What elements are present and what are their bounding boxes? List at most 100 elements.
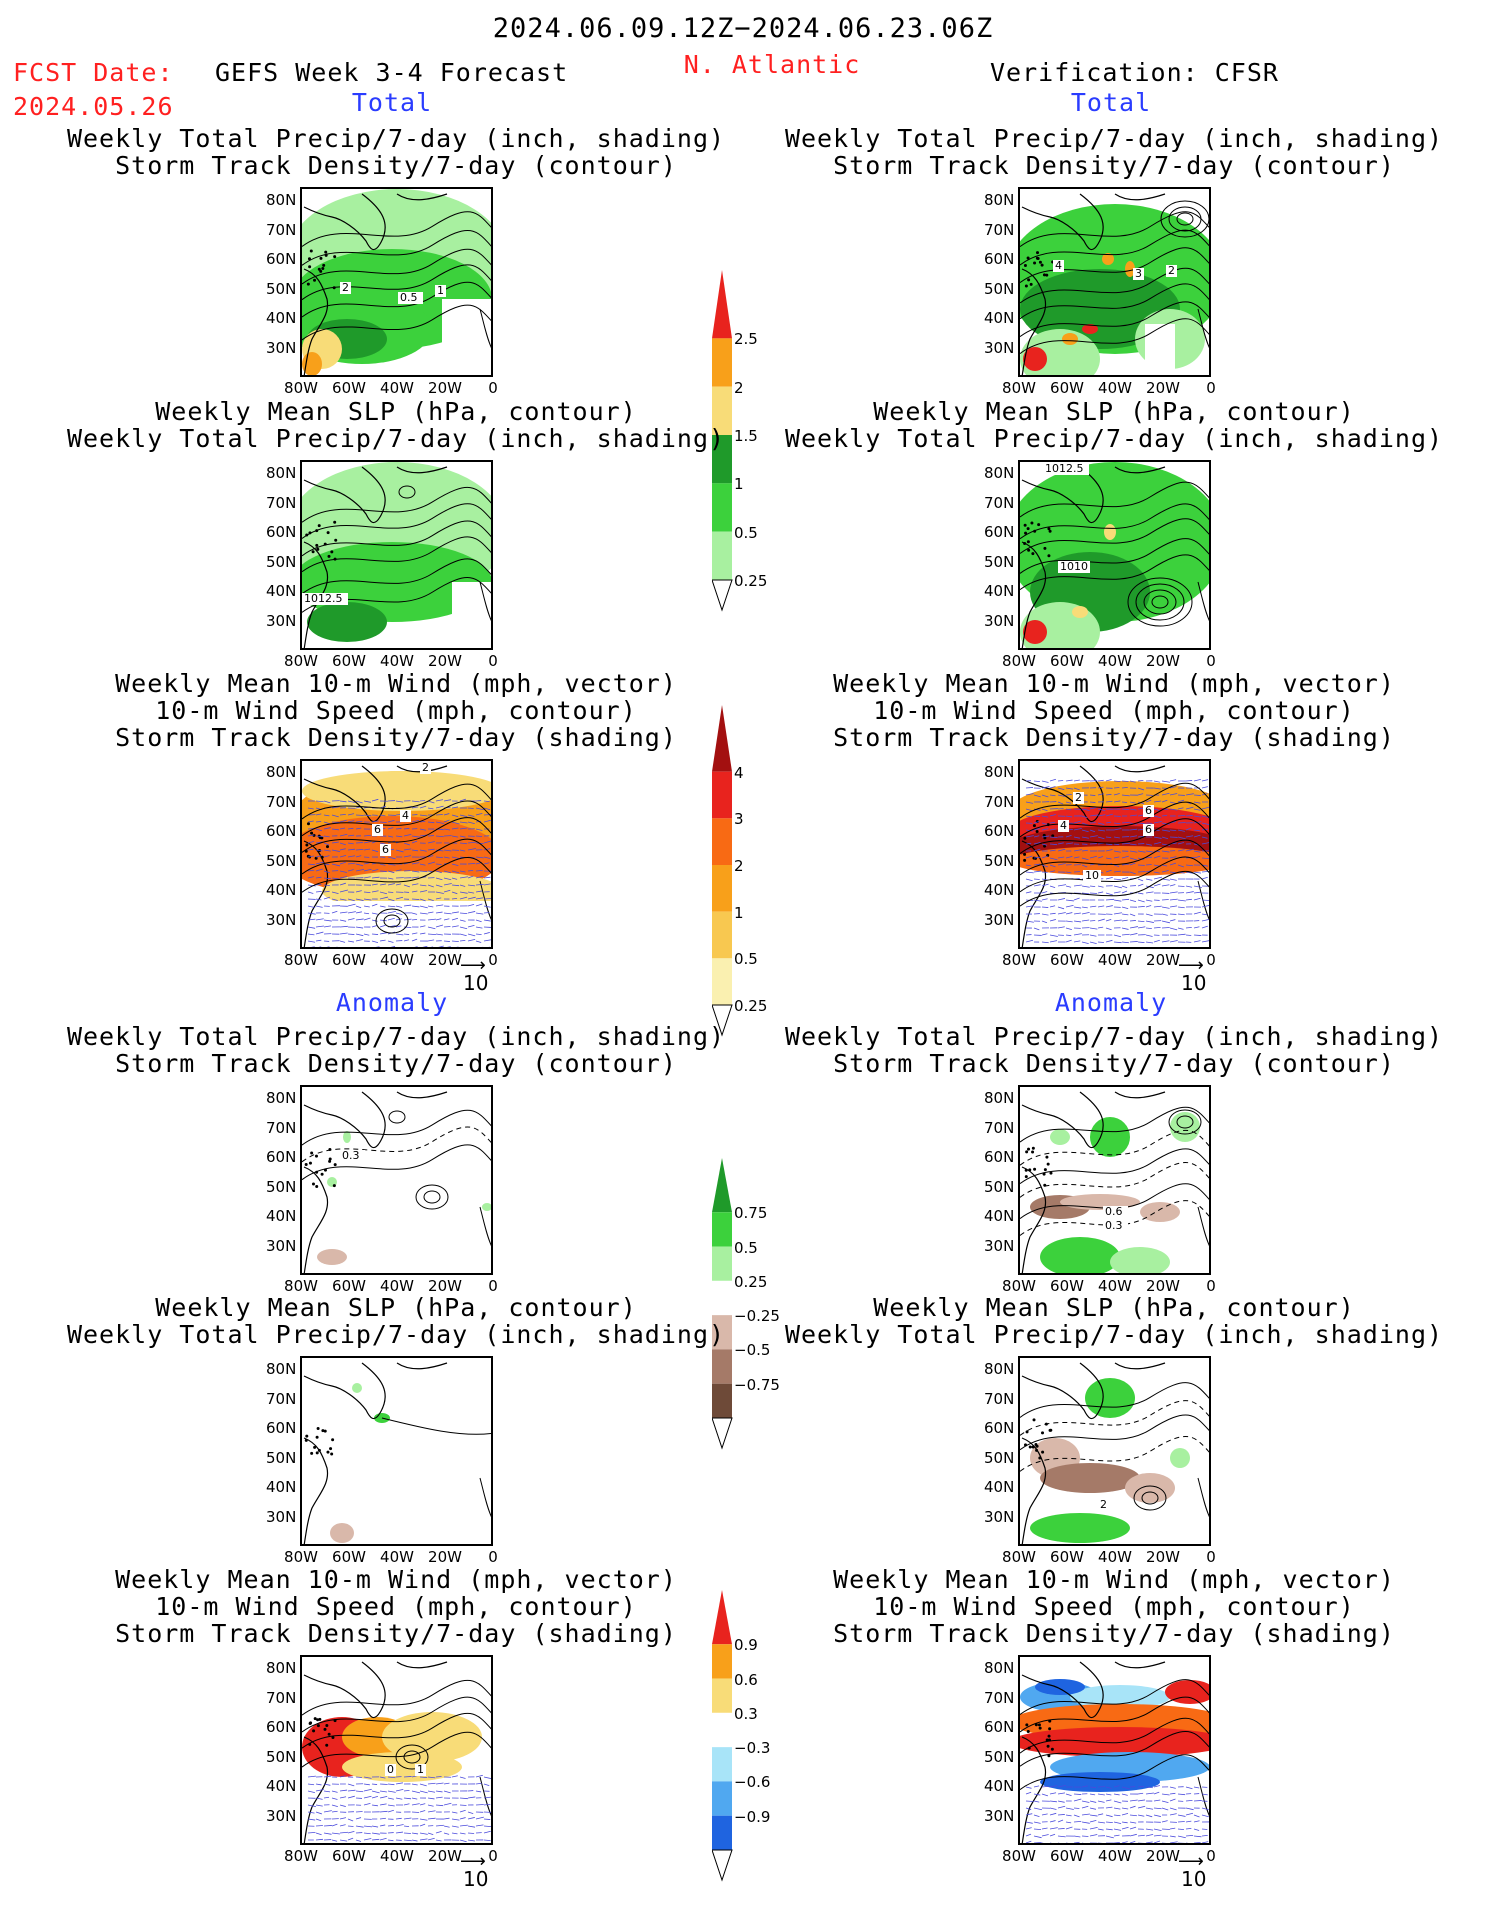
lat-tick: 60N <box>984 822 1015 840</box>
map-frame: 2 4 6 6 10 <box>1018 759 1211 949</box>
colorbar-label: 0.6 <box>734 1670 758 1689</box>
panel-title: Weekly Total Precip/7-day (inch, shading… <box>67 1023 725 1077</box>
lat-tick: 30N <box>266 338 297 357</box>
vector-reference: 10 <box>463 971 489 995</box>
lat-tick: 50N <box>266 1747 297 1766</box>
lat-tick: 80N <box>984 191 1015 209</box>
colorbar-label: 0.5 <box>734 1238 758 1257</box>
contour-label: 1010 <box>1060 560 1088 573</box>
lat-tick: 70N <box>984 1688 1015 1707</box>
lat-tick: 40N <box>984 1207 1015 1225</box>
colorbar-label: 4 <box>734 763 744 782</box>
lat-tick: 40N <box>266 881 297 899</box>
lat-tick: 50N <box>984 552 1015 571</box>
contour-label: 1012.5 <box>304 592 343 605</box>
lat-tick: 30N <box>266 1236 297 1255</box>
lat-tick: 40N <box>984 582 1015 600</box>
colorbar-label: −0.5 <box>734 1341 771 1360</box>
vector-reference: 10 <box>1181 1867 1207 1891</box>
lon-tick: 60W <box>1050 1277 1084 1295</box>
contour-label: 0.5 <box>400 291 418 304</box>
contour-label: 0.3 <box>1105 1219 1123 1232</box>
lat-tick: 40N <box>266 1207 297 1225</box>
lon-tick: 0 <box>1206 1277 1216 1295</box>
region-title: N. Atlantic <box>683 50 861 79</box>
lon-tick: 20W <box>428 652 462 670</box>
lon-tick: 40W <box>380 379 414 397</box>
lon-tick: 60W <box>332 1548 366 1566</box>
lat-tick: 40N <box>266 309 297 327</box>
colorbar-label: 0.25 <box>734 997 768 1015</box>
map-frame: 1012.5 <box>300 460 493 650</box>
map-frame <box>1018 1655 1211 1845</box>
lon-tick: 40W <box>1098 1277 1132 1295</box>
contour-label: 6 <box>1145 804 1152 817</box>
lon-tick: 80W <box>284 951 318 969</box>
contour-label: 6 <box>374 823 381 836</box>
lon-tick: 40W <box>380 1847 414 1865</box>
panel-title-line: 10-m Wind Speed (mph, contour) <box>155 1592 637 1621</box>
colorbar-label: 0.3 <box>734 1704 758 1723</box>
panel-title: Weekly Total Precip/7-day (inch, shading… <box>67 125 725 179</box>
lat-tick: 70N <box>266 792 297 811</box>
colorbar-label: 0.9 <box>734 1636 758 1655</box>
lat-tick: 70N <box>984 220 1015 239</box>
lon-tick: 80W <box>1002 1548 1036 1566</box>
panel-title-line: 10-m Wind Speed (mph, contour) <box>873 1592 1355 1621</box>
model-title: GEFS Week 3-4 Forecast <box>215 58 569 87</box>
lat-tick: 70N <box>266 1118 297 1137</box>
lon-tick: 0 <box>488 1548 498 1566</box>
lat-tick: 40N <box>984 1777 1015 1795</box>
lat-tick: 50N <box>984 1448 1015 1467</box>
panel-title-line: Storm Track Density/7-day (shading) <box>115 723 677 752</box>
panel-title-line: Weekly Total Precip/7-day (inch, shading… <box>66 424 726 453</box>
panel-title-line: Storm Track Density/7-day (shading) <box>833 1619 1395 1648</box>
colorbar-label: −0.6 <box>734 1773 771 1792</box>
lat-tick: 50N <box>266 1177 297 1196</box>
lat-tick: 50N <box>984 279 1015 298</box>
contour-label: 2 <box>1100 1498 1107 1511</box>
lat-tick: 60N <box>266 250 297 268</box>
lat-tick: 60N <box>266 1148 297 1166</box>
lat-tick: 50N <box>984 1177 1015 1196</box>
lat-tick: 40N <box>984 1478 1015 1496</box>
lon-tick: 60W <box>332 379 366 397</box>
colorbar-label: 0.5 <box>734 950 758 969</box>
panel-title: Weekly Mean 10-m Wind (mph, vector) 10-m … <box>115 1566 677 1647</box>
lat-tick: 70N <box>984 792 1015 811</box>
lat-tick: 30N <box>984 1236 1015 1255</box>
map-frame: 2 0.5 1 <box>300 187 493 377</box>
lat-tick: 70N <box>266 1688 297 1707</box>
lon-tick: 20W <box>1146 652 1180 670</box>
map-frame: 1012.5 1010 <box>1018 460 1211 650</box>
colorbar-label: −0.9 <box>734 1807 771 1826</box>
lat-tick: 80N <box>984 1360 1015 1378</box>
panel-title: Weekly Mean SLP (hPa, contour) Weekly Tot… <box>67 1294 725 1348</box>
panel-title: Weekly Mean SLP (hPa, contour) Weekly Tot… <box>785 398 1443 452</box>
lat-tick: 50N <box>984 851 1015 870</box>
lat-tick: 60N <box>266 822 297 840</box>
lat-tick: 80N <box>266 1659 297 1677</box>
lon-tick: 60W <box>1050 379 1084 397</box>
lon-tick: 40W <box>380 1548 414 1566</box>
colorbar-label: −0.25 <box>734 1307 780 1326</box>
lon-tick: 80W <box>284 1847 318 1865</box>
lat-tick: 80N <box>266 464 297 482</box>
lat-tick: 30N <box>984 338 1015 357</box>
vector-arrow: ⟶ <box>460 955 486 976</box>
panel-title: Weekly Mean 10-m Wind (mph, vector) 10-m … <box>833 670 1395 751</box>
lat-tick: 50N <box>266 1448 297 1467</box>
lat-tick: 60N <box>266 523 297 541</box>
lon-tick: 20W <box>1146 1548 1180 1566</box>
lat-tick: 80N <box>266 1360 297 1378</box>
panel-title-line: Storm Track Density/7-day (contour) <box>115 1049 677 1078</box>
panel-title-line: Weekly Mean SLP (hPa, contour) <box>873 1293 1355 1322</box>
lat-tick: 80N <box>984 464 1015 482</box>
contour-label: 0 <box>387 1763 394 1776</box>
lat-tick: 30N <box>266 910 297 929</box>
panel-title: Weekly Total Precip/7-day (inch, shading… <box>785 1023 1443 1077</box>
lon-tick: 20W <box>1146 951 1180 969</box>
vector-reference: 10 <box>1181 971 1207 995</box>
panel-title-line: Storm Track Density/7-day (contour) <box>833 151 1395 180</box>
lon-tick: 60W <box>1050 1548 1084 1566</box>
